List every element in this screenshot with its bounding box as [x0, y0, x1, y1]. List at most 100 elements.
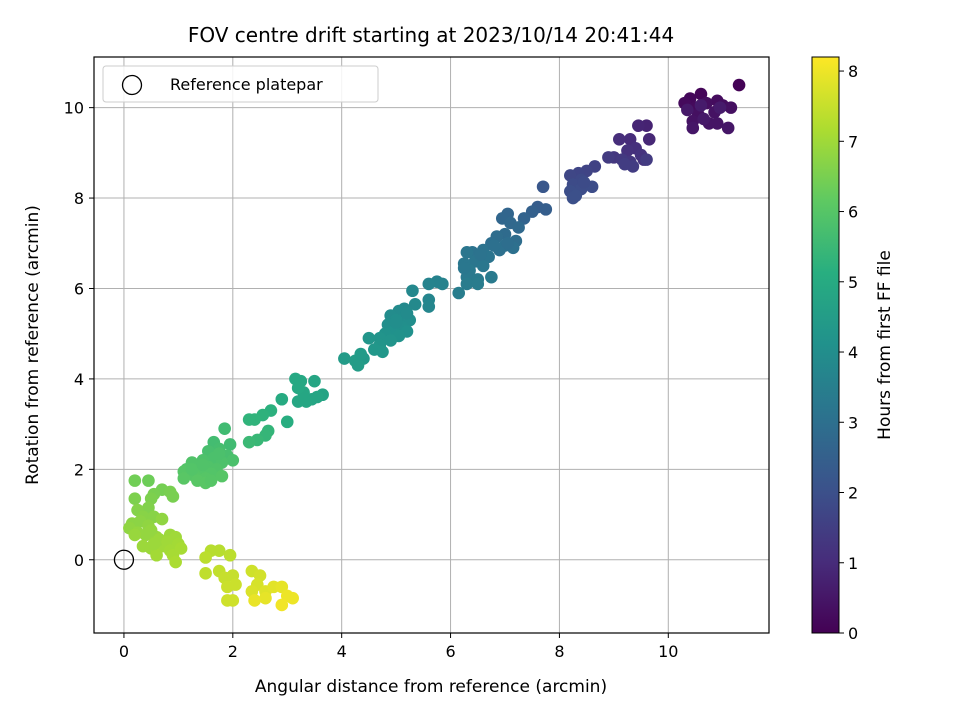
data-point: [422, 277, 436, 291]
data-point: [487, 239, 501, 252]
data-point: [640, 153, 653, 166]
x-axis-label: Angular distance from reference (arcmin): [255, 677, 607, 697]
y-axis-label: Rotation from reference (arcmin): [23, 205, 43, 485]
data-point: [218, 422, 231, 435]
data-point: [694, 99, 708, 112]
data-point: [142, 501, 155, 515]
data-point: [632, 119, 645, 133]
data-point: [422, 300, 436, 313]
data-point: [721, 121, 735, 135]
data-point: [128, 528, 142, 542]
y-tick-label: 0: [74, 551, 84, 570]
data-point: [623, 132, 637, 146]
data-point: [400, 307, 414, 320]
data-point: [517, 212, 531, 225]
colorbar-tick-label: 1: [848, 554, 858, 573]
y-tick-label: 4: [74, 370, 84, 389]
data-point: [613, 132, 626, 146]
data-point: [338, 352, 351, 365]
data-point: [291, 395, 305, 408]
y-tick-label: 10: [64, 99, 84, 118]
legend: Reference platepar: [102, 65, 379, 103]
data-point: [406, 284, 419, 298]
data-point: [501, 236, 515, 250]
data-point: [602, 151, 615, 164]
data-point: [724, 101, 738, 114]
data-point: [275, 392, 289, 406]
data-point: [155, 512, 169, 526]
data-point: [248, 594, 261, 607]
data-point: [199, 567, 212, 580]
legend-box: [102, 65, 379, 103]
data-point: [221, 594, 234, 607]
data-point: [621, 144, 634, 157]
plot-frame: [93, 56, 770, 634]
colorbar-label: Hours from first FF file: [875, 250, 895, 440]
x-tick-label: 10: [658, 642, 678, 661]
data-point: [150, 548, 163, 562]
data-point: [259, 591, 272, 605]
colorbar-tick-label: 5: [848, 273, 858, 292]
data-point: [351, 359, 365, 372]
colorbar-ticks: 0 1 2 3 4 5 6 7 8: [839, 62, 858, 643]
data-point: [142, 474, 155, 487]
data-point: [485, 270, 498, 284]
colorbar-tick-label: 4: [848, 343, 858, 362]
data-point: [147, 537, 161, 551]
data-point: [199, 551, 212, 564]
x-axis-ticks: 0 2 4 6 8 10: [119, 633, 678, 661]
colorbar-tick-label: 6: [848, 203, 858, 222]
data-point: [697, 112, 710, 126]
colorbar-tick-label: 3: [848, 413, 858, 432]
data-point: [694, 87, 708, 101]
data-point: [566, 191, 580, 205]
y-tick-label: 8: [74, 189, 84, 208]
data-point: [166, 490, 180, 503]
data-point: [242, 413, 256, 426]
chart-title: FOV centre drift starting at 2023/10/14 …: [188, 23, 674, 47]
data-point: [460, 246, 474, 259]
data-point: [408, 298, 422, 311]
colorbar-tick-label: 2: [848, 484, 858, 503]
data-point: [618, 157, 632, 171]
data-point: [204, 474, 218, 487]
data-point: [221, 580, 234, 594]
data-point: [471, 277, 485, 291]
data-point: [215, 469, 229, 483]
data-point: [536, 180, 550, 194]
data-point: [128, 492, 142, 506]
data-point: [128, 474, 142, 487]
legend-entry-reference: Reference platepar: [170, 75, 323, 94]
legend-marker-reference: [121, 74, 143, 96]
data-point: [384, 334, 397, 347]
data-point: [275, 598, 289, 612]
data-point: [174, 542, 188, 555]
y-tick-label: 6: [74, 279, 84, 298]
x-tick-label: 0: [119, 642, 129, 661]
data-point: [223, 548, 237, 562]
data-point: [681, 103, 694, 117]
x-tick-label: 6: [445, 642, 455, 661]
data-point: [457, 261, 471, 275]
data-point: [280, 589, 294, 603]
y-tick-label: 2: [74, 460, 84, 479]
data-point: [169, 555, 182, 569]
data-points: [113, 78, 746, 612]
colorbar-tick-label: 8: [848, 62, 858, 81]
data-point: [242, 435, 256, 449]
data-point: [308, 374, 321, 388]
data-point: [686, 121, 700, 135]
data-point: [212, 447, 226, 460]
data-point: [539, 203, 553, 216]
x-tick-label: 4: [337, 642, 347, 661]
x-tick-label: 8: [554, 642, 564, 661]
colorbar: [811, 56, 840, 634]
data-point: [376, 345, 389, 359]
x-tick-label: 2: [228, 642, 238, 661]
reference-platepar-marker: [113, 549, 135, 570]
colorbar-tick-label: 0: [848, 624, 858, 643]
data-point: [713, 101, 727, 114]
data-point: [223, 438, 237, 451]
data-point: [226, 453, 240, 467]
